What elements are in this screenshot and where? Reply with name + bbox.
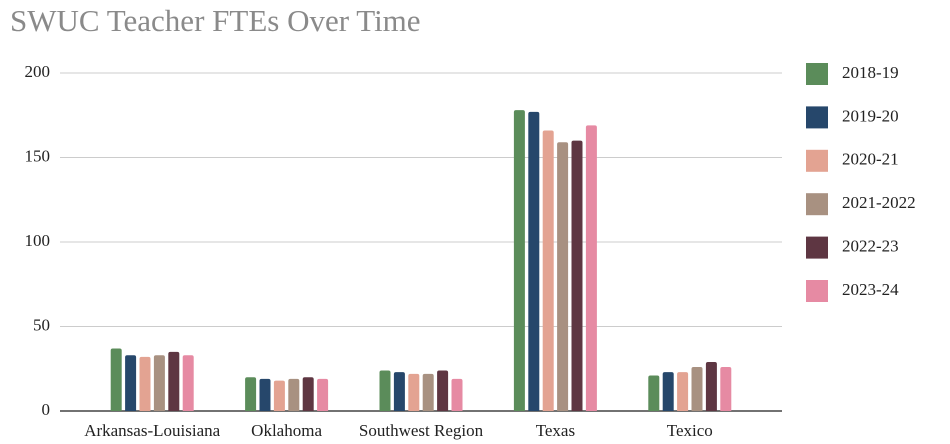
legend-swatch [806,63,828,85]
bar [182,355,194,411]
bar [245,377,257,411]
bar [662,372,674,411]
x-tick-label: Oklahoma [251,421,322,440]
legend-swatch [806,236,828,259]
legend-label: 2018-19 [842,63,899,82]
legend-swatch [806,106,828,129]
bar [451,378,463,411]
bar [125,355,137,411]
bar [422,373,434,411]
bar [557,142,569,412]
bar [691,367,703,411]
legend-label: 2020-21 [842,150,899,169]
bar [153,355,165,411]
bar [720,367,732,411]
legend-swatch [806,193,828,216]
x-tick-label: Texas [536,421,575,440]
bar [705,361,717,411]
legend-swatch [806,149,828,172]
bar [288,378,300,411]
bar [393,372,405,411]
bar [110,348,122,411]
bar [437,370,449,411]
bar [259,378,271,411]
y-tick-label: 200 [25,62,51,81]
x-tick-label: Arkansas-Louisiana [84,421,220,440]
y-tick-label: 100 [25,231,51,250]
y-tick-label: 50 [33,315,50,334]
y-tick-label: 150 [25,146,51,165]
bar [542,130,554,411]
x-tick-label: Texico [667,421,713,440]
chart-title: SWUC Teacher FTEs Over Time [10,3,421,38]
bar [317,378,329,411]
bar [585,125,597,411]
bar [302,377,314,411]
bar [168,351,180,411]
legend-label: 2019-20 [842,106,899,125]
bar [677,372,689,411]
bar [139,356,151,411]
bar [513,110,525,412]
legend-label: 2023-24 [842,280,899,299]
legend-label: 2022-23 [842,237,899,256]
x-tick-label: Southwest Region [359,421,484,440]
legend-label: 2021-2022 [842,193,916,212]
bar [379,370,391,411]
bar [648,375,660,411]
bar [408,373,420,411]
y-tick-label: 0 [42,400,51,419]
bar [273,380,285,411]
legend-swatch [806,280,828,302]
bar [528,111,540,412]
bar [571,140,583,411]
